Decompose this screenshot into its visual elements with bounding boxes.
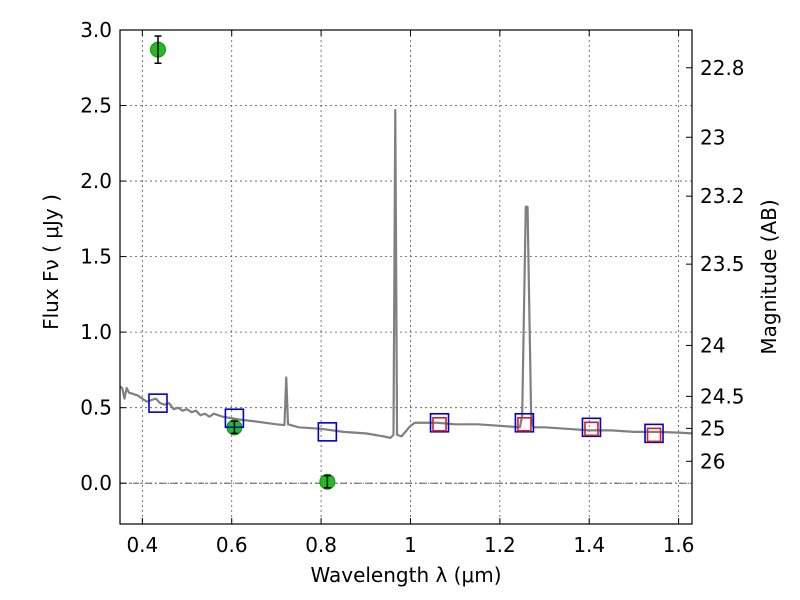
series-layer [119, 35, 693, 490]
tick-layer: 0.4 0.6 0.8 1 1.2 1.4 1.6 0.0 0.5 1.0 1.5 2.0 2.5 3.0… [80, 18, 744, 557]
y-tick-label: 2.5 [80, 94, 112, 118]
y-tick-label: 3.0 [80, 18, 112, 42]
y2-tick-label: 24 [700, 333, 725, 357]
x-tick-label: 0.4 [126, 533, 158, 557]
y2-tick-label: 25 [700, 416, 725, 440]
x-tick-label: 1.2 [484, 533, 516, 557]
y-tick-label: 2.0 [80, 169, 112, 193]
x-tick-label: 1.4 [573, 533, 605, 557]
model-photometry-blue-square [514, 412, 535, 433]
x-axis-label: Wavelength λ (μm) [310, 563, 501, 587]
y-tick-label: 0.0 [80, 471, 112, 495]
x-tick-label: 0.6 [216, 533, 248, 557]
model-photometry-red-square [584, 421, 599, 437]
y2-tick-label: 23 [700, 125, 725, 149]
y2-tick-label: 23.2 [700, 184, 745, 208]
model-photometry-red-square [646, 427, 662, 443]
y2-tick-label: 22.8 [700, 56, 745, 80]
x-tick-label: 0.8 [305, 533, 337, 557]
model-photometry-red-square [517, 416, 532, 432]
model-photometry-blue-square [581, 417, 602, 438]
y-tick-label: 1.0 [80, 320, 112, 344]
x-tick-label: 1.6 [663, 533, 695, 557]
y2-tick-label: 23.5 [700, 252, 745, 276]
sed-model-line [119, 108, 693, 439]
y-tick-label: 0.5 [80, 396, 112, 420]
plot-frame [119, 29, 693, 525]
y-axis-label: Flux Fν ( μJy ) [39, 194, 63, 330]
y2-tick-label: 26 [700, 449, 725, 473]
y2-tick-label: 24.5 [700, 384, 745, 408]
y2-axis-label: Magnitude (AB) [757, 199, 781, 354]
model-photometry-blue-square [317, 422, 338, 442]
model-photometry-blue-square [148, 393, 168, 413]
x-tick-label: 1 [404, 533, 417, 557]
model-photometry-blue-square [644, 423, 664, 444]
model-photometry-red-square [432, 416, 447, 432]
model-photometry-blue-square [224, 408, 245, 429]
grid-layer [120, 29, 692, 524]
model-photometry-blue-square [429, 412, 450, 433]
y-tick-label: 1.5 [80, 245, 112, 269]
